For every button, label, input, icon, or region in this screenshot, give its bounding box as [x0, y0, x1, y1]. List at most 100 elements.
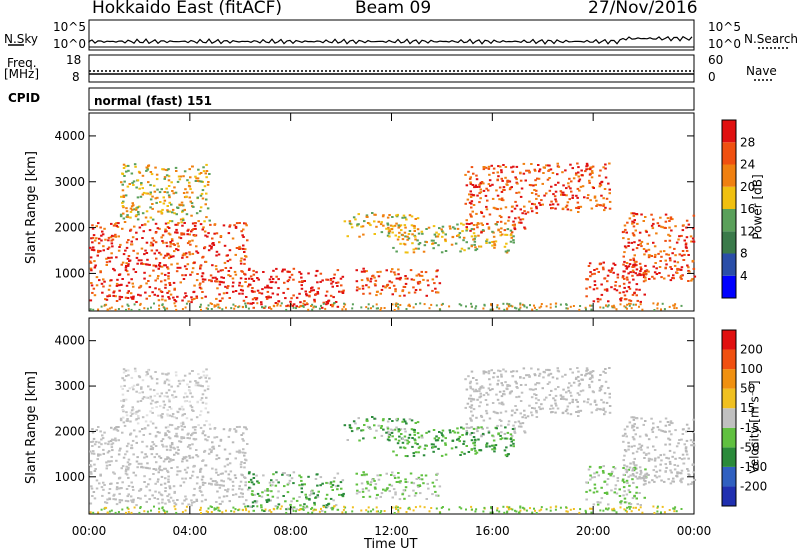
velocity-colorbar-tick-label: 100 [740, 362, 763, 376]
power-echo [143, 253, 146, 256]
velocity-echo [145, 500, 148, 503]
velocity-echo [618, 488, 621, 491]
velocity-echo [148, 489, 152, 492]
velocity-echo [214, 508, 217, 510]
velocity-echo [395, 508, 398, 510]
velocity-echo [313, 503, 316, 506]
power-echo [689, 235, 693, 238]
velocity-echo [643, 474, 647, 477]
power-echo [496, 194, 500, 197]
velocity-echo [554, 505, 557, 508]
velocity-echo [639, 477, 642, 480]
velocity-echo [312, 509, 315, 512]
velocity-echo [479, 395, 483, 398]
power-echo [645, 230, 648, 233]
cpid-value: normal (fast) 151 [94, 94, 212, 108]
power-echo [428, 307, 431, 310]
velocity-echo [150, 445, 153, 448]
velocity-echo [638, 435, 642, 438]
power-echo [367, 307, 370, 310]
power-echo [373, 283, 377, 286]
velocity-echo [226, 463, 230, 466]
power-echo [394, 234, 397, 237]
velocity-echo [514, 405, 517, 407]
velocity-echo [519, 412, 522, 415]
velocity-echo [195, 500, 199, 502]
power-echo [462, 223, 465, 226]
power-echo [163, 176, 167, 179]
power-echo [135, 208, 138, 211]
power-echo [500, 171, 503, 174]
power-echo [581, 185, 585, 188]
velocity-echo [91, 440, 95, 443]
power-echo [585, 162, 589, 165]
power-echo [124, 296, 128, 299]
power-echo [465, 222, 469, 225]
power-echo [209, 302, 212, 305]
velocity-echo [195, 381, 198, 384]
power-echo [404, 251, 408, 254]
power-echo [158, 288, 161, 291]
power-echo [178, 236, 181, 239]
power-echo [127, 255, 131, 257]
power-echo [551, 172, 555, 174]
power-echo [655, 273, 659, 275]
power-echo [173, 299, 176, 301]
velocity-echo [411, 437, 414, 439]
power-echo [668, 246, 672, 249]
power-echo [600, 181, 603, 184]
velocity-echo [585, 490, 588, 493]
velocity-echo [640, 448, 643, 451]
power-echo [691, 237, 695, 240]
power-echo [331, 303, 334, 306]
velocity-echo [175, 417, 178, 420]
power-echo [215, 280, 218, 283]
power-echo [528, 200, 531, 203]
velocity-echo [355, 483, 359, 486]
power-echo [145, 166, 148, 169]
velocity-echo [495, 393, 498, 396]
velocity-echo [393, 474, 396, 477]
velocity-echo [270, 511, 273, 513]
velocity-echo [191, 456, 195, 459]
velocity-echo [138, 391, 141, 394]
power-echo [93, 266, 97, 269]
velocity-echo [627, 475, 630, 478]
velocity-echo [598, 408, 602, 411]
power-echo [659, 260, 662, 262]
velocity-echo [627, 441, 630, 444]
velocity-echo [517, 425, 521, 428]
velocity-echo [115, 503, 119, 506]
power-echo [133, 225, 136, 228]
velocity-echo [507, 423, 510, 426]
power-echo [431, 242, 435, 245]
power-echo [485, 240, 488, 243]
power-echo [407, 233, 411, 235]
power-echo [522, 162, 526, 165]
power-echo [176, 242, 179, 245]
velocity-echo [575, 376, 578, 379]
velocity-echo [252, 477, 256, 479]
power-echo [319, 272, 323, 275]
power-echo [623, 305, 626, 308]
velocity-echo [437, 437, 441, 440]
power-echo [255, 297, 259, 300]
power-echo [191, 252, 195, 255]
velocity-echo [188, 456, 192, 459]
velocity-echo [205, 402, 208, 405]
power-echo [129, 207, 133, 210]
power-echo [397, 226, 400, 229]
power-echo [233, 307, 236, 310]
velocity-echo [638, 466, 642, 469]
velocity-echo [452, 430, 455, 433]
power-echo [470, 235, 474, 238]
velocity-echo [247, 472, 251, 475]
power-echo [440, 228, 443, 231]
power-echo [273, 305, 276, 308]
velocity-echo [673, 468, 677, 471]
velocity-echo [367, 489, 371, 492]
power-echo [562, 184, 565, 187]
power-echo [623, 298, 627, 301]
power-echo [182, 252, 186, 255]
power-echo [387, 232, 391, 235]
